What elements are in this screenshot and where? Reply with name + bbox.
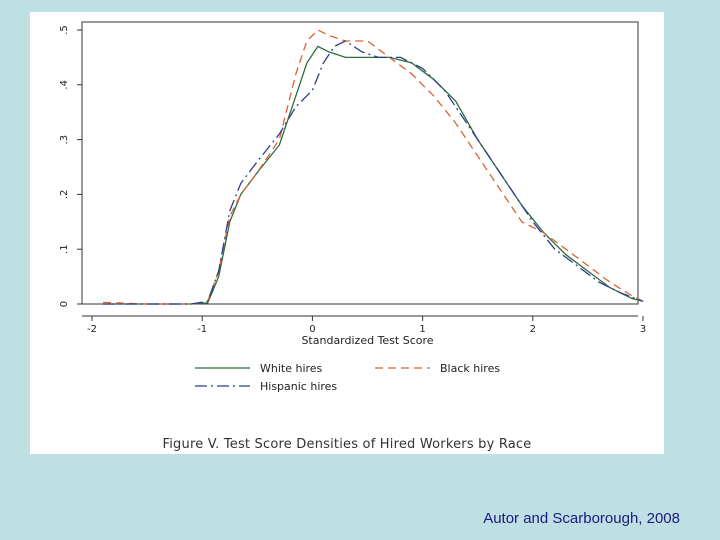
x-tick-label: -2 bbox=[87, 324, 97, 335]
plot-frame bbox=[81, 21, 639, 305]
series-line-1 bbox=[102, 29, 644, 305]
series-lines bbox=[102, 29, 644, 305]
legend-label: Hispanic hires bbox=[260, 380, 337, 393]
y-tick-label: 0 bbox=[59, 301, 70, 307]
x-tick-label: -1 bbox=[197, 324, 207, 335]
y-tick-label: .5 bbox=[59, 25, 70, 35]
y-axis: 0 .1 .2 .3 .4 .5 bbox=[59, 25, 82, 307]
x-axis-title: Standardized Test Score bbox=[301, 334, 433, 347]
y-tick-label: .3 bbox=[59, 135, 70, 145]
figure-panel: 0 .1 .2 .3 .4 .5 -2 -1 0 1 2 3 Standardized Test S… bbox=[30, 12, 664, 454]
figure-caption: Figure V. Test Score Densities of Hired … bbox=[162, 437, 532, 452]
legend-label: Black hires bbox=[440, 362, 500, 375]
x-tick-label: 1 bbox=[419, 324, 425, 335]
x-axis: -2 -1 0 1 2 3 bbox=[82, 315, 646, 335]
legend: White hires Black hires Hispanic hires bbox=[195, 362, 500, 393]
x-tick-label: 3 bbox=[640, 324, 646, 335]
series-line-2 bbox=[103, 40, 644, 305]
y-tick-label: .2 bbox=[59, 190, 70, 200]
series-line-0 bbox=[103, 45, 644, 305]
y-tick-label: .1 bbox=[59, 244, 70, 254]
attribution-text: Autor and Scarborough, 2008 bbox=[483, 510, 680, 527]
plot-border bbox=[81, 21, 639, 305]
y-tick-label: .4 bbox=[59, 80, 70, 90]
x-tick-label: 0 bbox=[309, 324, 315, 335]
density-chart: 0 .1 .2 .3 .4 .5 -2 -1 0 1 2 3 Standardized Test S… bbox=[59, 21, 646, 393]
legend-label: White hires bbox=[260, 362, 323, 375]
x-tick-label: 2 bbox=[530, 324, 536, 335]
